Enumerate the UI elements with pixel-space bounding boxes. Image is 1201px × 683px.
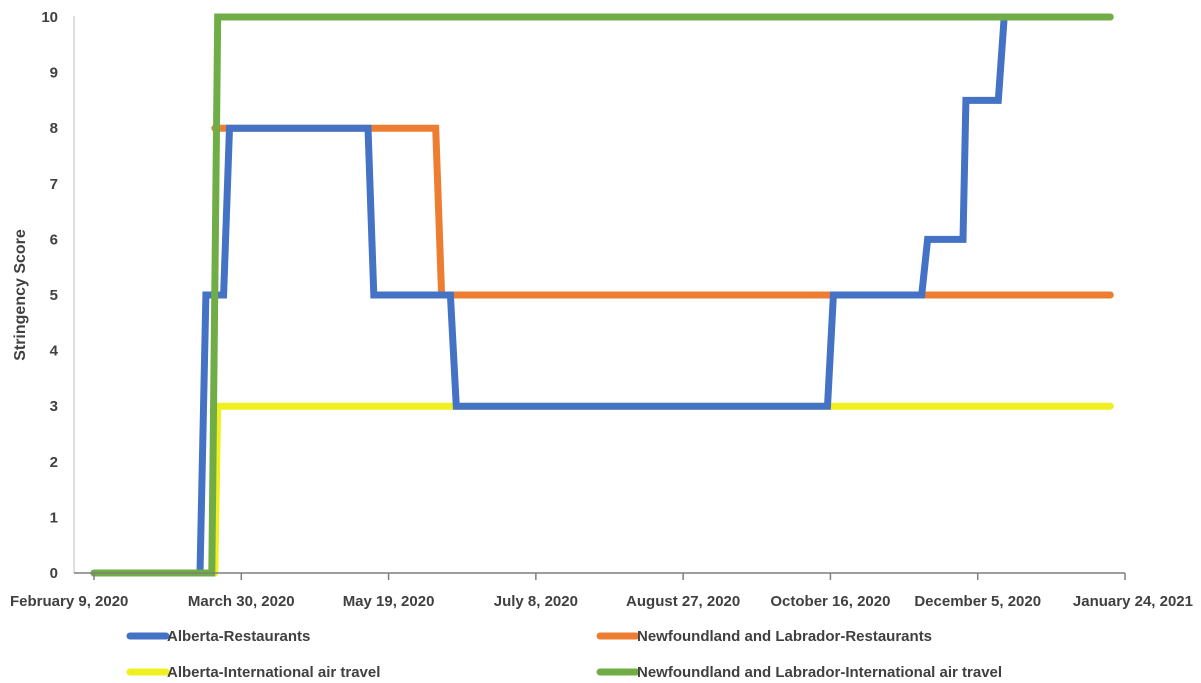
ticks-layer: 0 1 2 3 4 5 6 7 8 9 10 February 9, 2020 March 30, 20… (10, 9, 1193, 610)
legend-label: Newfoundland and Labrador-Restaurants (637, 628, 932, 645)
y-tick-label: 1 (50, 509, 58, 526)
y-tick-label: 4 (50, 343, 59, 360)
x-tick-label: October 16, 2020 (770, 593, 890, 610)
y-axis-title: Stringency Score (12, 229, 29, 361)
axes-layer (73, 16, 1125, 574)
y-tick-label: 6 (50, 231, 58, 248)
y-tick-label: 3 (50, 398, 58, 415)
y-tick-label: 10 (41, 9, 58, 26)
x-tick-label: August 27, 2020 (626, 593, 740, 610)
x-tick-label: February 9, 2020 (10, 593, 128, 610)
series-layer (90, 13, 1114, 577)
legend-label: Newfoundland and Labrador-International … (637, 664, 1002, 681)
x-tick-label: March 30, 2020 (188, 593, 295, 610)
y-tick-label: 0 (50, 565, 58, 582)
y-tick-label: 8 (50, 120, 58, 137)
legend-label: Alberta-International air travel (167, 664, 380, 681)
series-line-2 (211, 402, 1114, 577)
y-tick-label: 7 (50, 176, 58, 193)
x-tick-label: July 8, 2020 (494, 593, 578, 610)
legend-label: Alberta-Restaurants (167, 628, 310, 645)
x-tick-label: May 19, 2020 (343, 593, 435, 610)
y-tick-label: 5 (50, 287, 58, 304)
y-tick-label: 2 (50, 454, 58, 471)
series-line-1 (211, 124, 1114, 299)
x-tick-label: December 5, 2020 (914, 593, 1041, 610)
legend: Alberta-Restaurants Newfoundland and Labr… (126, 628, 1002, 681)
y-tick-label: 9 (50, 65, 58, 82)
x-tick-label: January 24, 2021 (1073, 593, 1193, 610)
